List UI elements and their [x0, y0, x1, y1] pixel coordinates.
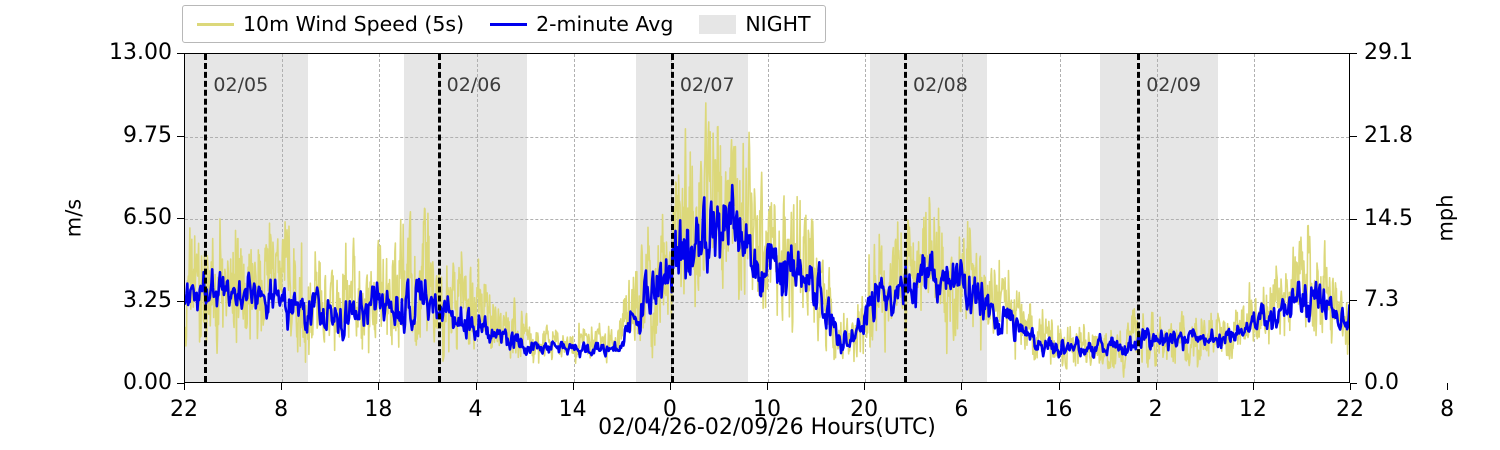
x-tick-label: 4	[468, 397, 483, 422]
series-trace	[185, 183, 1349, 359]
x-tick-mark	[281, 383, 283, 390]
x-tick-mark	[475, 383, 477, 390]
gridline-vertical	[282, 54, 284, 382]
day-divider-line	[204, 54, 208, 382]
y-tick-mark-right	[1350, 135, 1357, 137]
gridline-vertical	[573, 54, 575, 382]
night-band	[870, 54, 987, 382]
day-label: 02/07	[679, 74, 735, 96]
y-tick-mark-right	[1350, 218, 1357, 220]
series-layer	[185, 102, 1349, 378]
x-tick-label: 10	[753, 397, 781, 422]
x-tick-label: 20	[850, 397, 879, 422]
day-label: 02/06	[446, 74, 502, 96]
x-tick-mark	[1155, 383, 1157, 390]
x-tick-label: 16	[1044, 397, 1073, 422]
legend-label: NIGHT	[745, 11, 811, 36]
day-divider-line	[1137, 54, 1141, 382]
x-tick-mark	[378, 383, 380, 390]
x-tick-label: 2	[1148, 397, 1163, 422]
x-tick-mark	[669, 383, 671, 390]
y-tick-label-right: 21.8	[1364, 122, 1413, 148]
gridline-vertical	[1156, 54, 1158, 382]
y-tick-mark-right	[1350, 300, 1357, 302]
x-tick-label: 0	[662, 397, 677, 422]
x-tick-mark	[1350, 383, 1351, 390]
y-tick-label-left: 3.25	[123, 287, 172, 313]
legend-label: 2-minute Avg	[536, 11, 674, 36]
y-tick-mark-left	[177, 218, 184, 219]
day-divider-line	[670, 54, 674, 382]
x-tick-mark	[767, 383, 768, 390]
legend-entry-1: 2-minute Avg	[490, 14, 673, 35]
x-tick-mark	[1447, 383, 1449, 390]
day-divider-line	[437, 54, 441, 382]
chart-legend: 10m Wind Speed (5s) 2-minute Avg NIGHT	[182, 5, 826, 43]
gridline-vertical	[476, 54, 478, 382]
y-tick-mark-left	[177, 300, 184, 302]
gridline-horizontal	[185, 301, 1349, 303]
x-tick-label: 22	[1336, 397, 1364, 422]
day-label: 02/09	[1146, 74, 1201, 96]
y-tick-label-right: 29.1	[1364, 40, 1413, 65]
x-tick-mark	[572, 383, 574, 390]
x-tick-label: 8	[274, 397, 289, 422]
y-tick-mark-right	[1350, 383, 1357, 384]
x-tick-mark	[1252, 383, 1254, 390]
day-divider-line	[904, 54, 908, 382]
x-tick-label: 18	[364, 397, 393, 422]
y-tick-mark-right	[1350, 53, 1357, 54]
legend-entry-2: NIGHT	[699, 11, 811, 36]
gridline-vertical	[962, 54, 964, 382]
y-tick-label-right: 7.3	[1364, 287, 1399, 313]
line-swatch-icon	[490, 22, 528, 26]
x-tick-label: 6	[954, 397, 969, 422]
y-tick-label-right: 0.0	[1364, 370, 1399, 395]
gridline-horizontal	[185, 136, 1349, 138]
y-tick-mark-left	[177, 53, 184, 54]
x-tick-mark	[1058, 383, 1060, 390]
plot-area: 02/05 02/06 02/07 02/08 02/09	[184, 53, 1350, 383]
patch-swatch-icon	[699, 14, 737, 34]
x-axis-label: 02/04/26-02/09/26 Hours(UTC)	[598, 415, 936, 440]
x-tick-mark	[184, 383, 185, 390]
legend-entry-0: 10m Wind Speed (5s)	[197, 14, 464, 35]
y-tick-mark-left	[177, 383, 184, 384]
legend-label: 10m Wind Speed (5s)	[243, 11, 465, 36]
y-tick-mark-left	[177, 135, 184, 137]
y-tick-label-left: 9.75	[123, 122, 172, 148]
x-tick-label: 22	[170, 397, 198, 422]
line-swatch-icon	[197, 22, 234, 26]
day-label: 02/05	[213, 74, 269, 96]
x-tick-label: 14	[558, 397, 587, 422]
gridline-vertical	[379, 54, 381, 382]
y-axis-label-left: m/s	[61, 198, 86, 238]
x-tick-mark	[864, 383, 866, 390]
x-tick-label: 12	[1238, 397, 1267, 422]
x-tick-mark	[961, 383, 963, 390]
y-tick-label-left: 13.00	[109, 40, 172, 65]
x-tick-label: 8	[1440, 397, 1455, 422]
gridline-horizontal	[185, 219, 1349, 220]
y-tick-label-left: 6.50	[123, 205, 172, 230]
gridline-vertical	[1253, 54, 1255, 382]
gridline-vertical	[865, 54, 867, 382]
y-axis-label-right: mph	[1433, 194, 1458, 242]
day-label: 02/08	[913, 74, 968, 96]
y-tick-label-right: 14.5	[1364, 205, 1413, 231]
y-tick-label-left: 0.00	[123, 370, 172, 395]
gridline-vertical	[1059, 54, 1061, 382]
